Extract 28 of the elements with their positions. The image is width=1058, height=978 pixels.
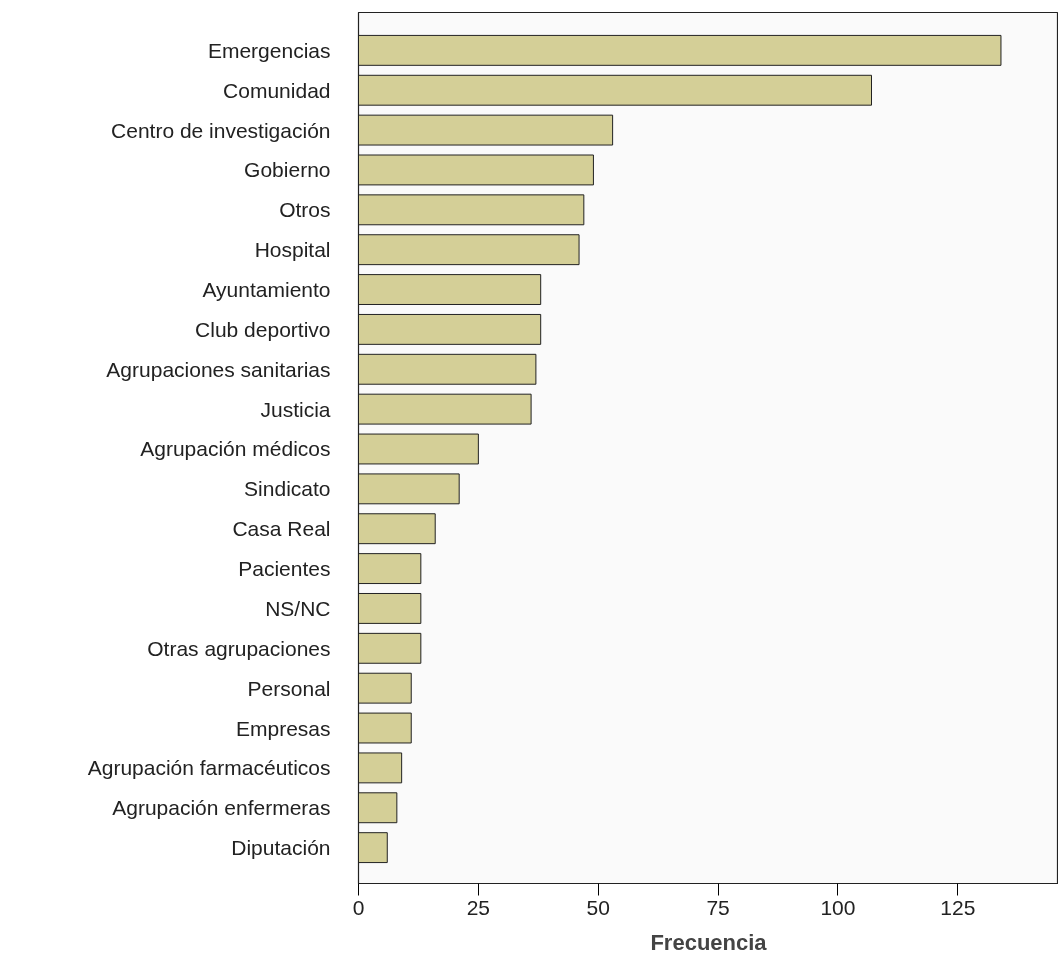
y-tick-label: Agrupación farmacéuticos: [87, 756, 331, 780]
x-axis-title: Frecuencia: [650, 929, 768, 955]
y-tick-label: Agrupaciones sanitarias: [106, 357, 331, 381]
y-tick-label: NS/NC: [265, 596, 331, 620]
y-tick-label: Personal: [247, 676, 331, 700]
y-tick-label: Justicia: [260, 397, 331, 421]
y-tick-label: Ayuntamiento: [202, 278, 331, 302]
y-tick-label: Gobierno: [244, 158, 331, 182]
y-tick-label: Emergencias: [207, 38, 331, 62]
y-tick-label: Pacientes: [238, 557, 331, 581]
x-tick-label: 125: [940, 895, 976, 919]
y-tick-label: Hospital: [254, 238, 331, 262]
x-tick-label: 75: [706, 895, 730, 919]
x-tick-label: 50: [586, 895, 610, 919]
y-tick-label: Empresas: [235, 716, 331, 740]
y-tick-label: Club deportivo: [195, 317, 331, 341]
x-tick-label: 100: [820, 895, 856, 919]
y-tick-label: Centro de investigación: [111, 118, 331, 142]
y-tick-label: Agrupación médicos: [140, 437, 331, 461]
x-tick-label: 0: [352, 895, 365, 919]
y-tick-label: Casa Real: [232, 517, 331, 541]
y-tick-label: Otros: [279, 198, 331, 222]
y-tick-label: Agrupación enfermeras: [112, 796, 331, 820]
y-tick-label: Diputación: [231, 836, 331, 860]
x-tick-label: 25: [466, 895, 491, 919]
y-tick-label: Otras agrupaciones: [147, 636, 331, 660]
y-tick-label: Sindicato: [244, 477, 331, 501]
y-tick-label: Comunidad: [223, 78, 331, 102]
